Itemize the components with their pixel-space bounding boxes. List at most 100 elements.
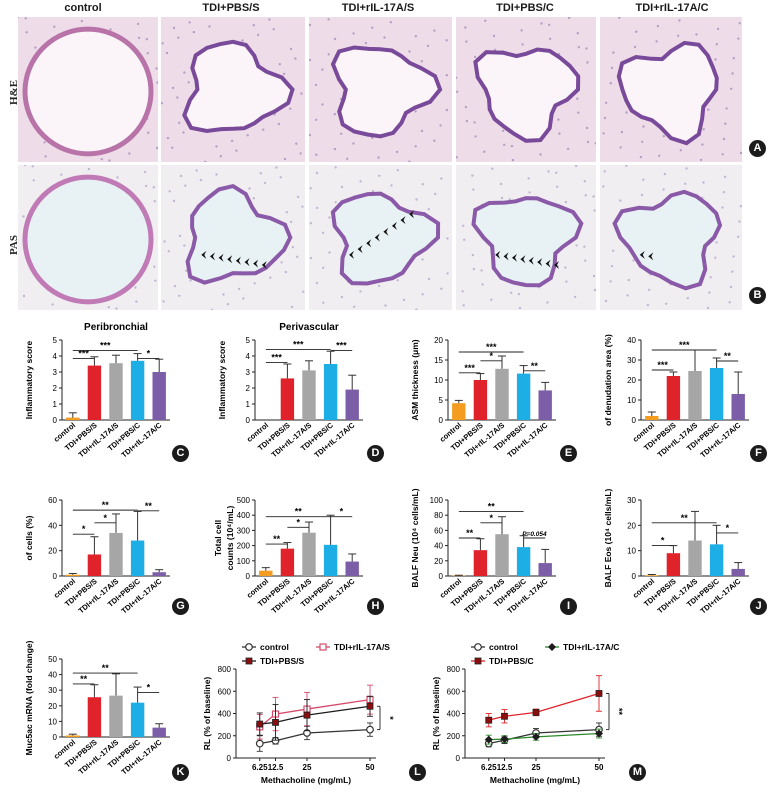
- y-tick-label: 60: [48, 496, 57, 505]
- y-tick-label: 400: [447, 710, 461, 719]
- panel-letter-a: A: [749, 140, 766, 157]
- panel-letter-h: H: [367, 598, 384, 615]
- histology-pas-4: [600, 165, 742, 310]
- histology-pas-0: [18, 165, 158, 310]
- panel-letter-i: I: [560, 598, 577, 615]
- y-tick-label: 20: [48, 547, 57, 556]
- data-point: [272, 719, 279, 726]
- legend-entry: TDI+PBS/C: [489, 656, 534, 666]
- x-axis-label: Methacholine (mg/mL): [261, 775, 351, 785]
- column-header-tdi-ril17a-c: TDI+rIL-17A/C: [635, 2, 709, 14]
- panel-letter-d: D: [367, 445, 384, 462]
- data-point: [474, 657, 482, 665]
- bar: [109, 363, 123, 420]
- y-axis-label: ASM thickness (μm): [410, 339, 420, 420]
- bar: [323, 364, 338, 420]
- y-tick-label: 20: [48, 702, 57, 711]
- chart-l: 0 200 400 600 800 6.25 12.5 25 50 Methacholine (m…: [202, 642, 395, 785]
- significance-label: *: [489, 513, 493, 523]
- data-point: [474, 643, 482, 651]
- bar: [688, 540, 702, 576]
- y-tick-label: 0: [246, 416, 251, 425]
- bar: [516, 373, 531, 420]
- significance-label: **: [724, 351, 732, 361]
- bar: [280, 548, 295, 576]
- bar: [516, 547, 531, 576]
- bar: [495, 368, 509, 420]
- panel-letter-e: E: [560, 445, 577, 462]
- y-tick-label: 20: [627, 521, 636, 530]
- bar: [87, 554, 102, 576]
- y-tick-label: 0: [456, 754, 461, 763]
- y-tick-label: 5: [439, 396, 444, 405]
- y-axis-label: Inflammatory score: [217, 341, 227, 420]
- significance-label: *: [82, 524, 86, 534]
- significance-label: *: [147, 348, 151, 358]
- y-tick-label: 40: [48, 521, 57, 530]
- bar: [152, 372, 166, 420]
- significance-label: **: [295, 507, 303, 517]
- significance-label: P=0.054: [522, 531, 547, 538]
- chart-h: 0 100 200 300 400 500 Total cell counts (10⁴/mL…: [213, 496, 363, 616]
- bar: [345, 561, 359, 576]
- data-point: [595, 729, 603, 738]
- legend-entry: TDI+rIL-17A/S: [334, 642, 390, 652]
- bar: [66, 574, 80, 576]
- y-axis-label: of denudation area (%): [603, 334, 613, 426]
- bar: [666, 376, 681, 420]
- y-axis-label: RL (% of baseline): [202, 677, 212, 751]
- y-tick-label: 30: [627, 496, 636, 505]
- histology-pas-1: [161, 165, 305, 310]
- y-tick-label: 200: [237, 542, 251, 551]
- y-axis-label: of cells (%): [24, 515, 34, 560]
- data-point: [366, 725, 374, 734]
- data-point: [303, 711, 311, 719]
- y-tick-label: 600: [218, 687, 232, 696]
- significance-label: ***: [293, 340, 304, 350]
- data-point: [548, 643, 556, 651]
- y-tick-label: 30: [627, 356, 636, 365]
- significance-label: ***: [657, 360, 668, 370]
- bar: [323, 544, 338, 576]
- bar: [130, 540, 145, 576]
- significance-label: **: [80, 674, 88, 684]
- column-header-control: control: [64, 2, 102, 14]
- y-tick-label: 1: [53, 400, 58, 409]
- y-tick-label: 400: [218, 710, 232, 719]
- column-header-tdi-ril17a-s: TDI+rIL-17A/S: [341, 2, 415, 14]
- y-axis-label: Inflammatory score: [24, 341, 34, 420]
- chart-title: Perivascular: [279, 322, 339, 333]
- significance-label: *: [147, 683, 151, 693]
- significance-label: **: [102, 663, 110, 673]
- data-point: [256, 720, 264, 728]
- bar: [731, 394, 745, 420]
- y-tick-label: 1: [246, 400, 251, 409]
- y-tick-label: 2: [246, 384, 251, 393]
- y-tick-label: 800: [447, 665, 461, 674]
- y-tick-label: 10: [434, 376, 443, 385]
- x-tick-label: 25: [303, 763, 312, 772]
- significance-label: *: [385, 716, 395, 720]
- bar: [666, 553, 681, 576]
- bar: [130, 360, 145, 420]
- series-line: [259, 728, 371, 745]
- significance-label: ***: [78, 348, 89, 358]
- y-axis-label: BALF Eos (10⁴ cells/mL): [603, 488, 613, 587]
- data-point: [532, 732, 540, 741]
- bar: [66, 735, 80, 737]
- bar: [688, 371, 702, 420]
- panel-letter-m: M: [629, 764, 646, 781]
- data-point: [245, 643, 253, 651]
- significance-label: ***: [486, 342, 497, 352]
- legend-entry: control: [489, 642, 518, 652]
- chart-m: 0 200 400 600 800 6.25 12.5 25 50 Methacholine (m…: [431, 642, 624, 785]
- y-axis-label: RL (% of baseline): [431, 677, 441, 751]
- significance-label: **: [102, 500, 110, 510]
- y-tick-label: 4: [53, 352, 58, 361]
- series-line: [488, 732, 600, 741]
